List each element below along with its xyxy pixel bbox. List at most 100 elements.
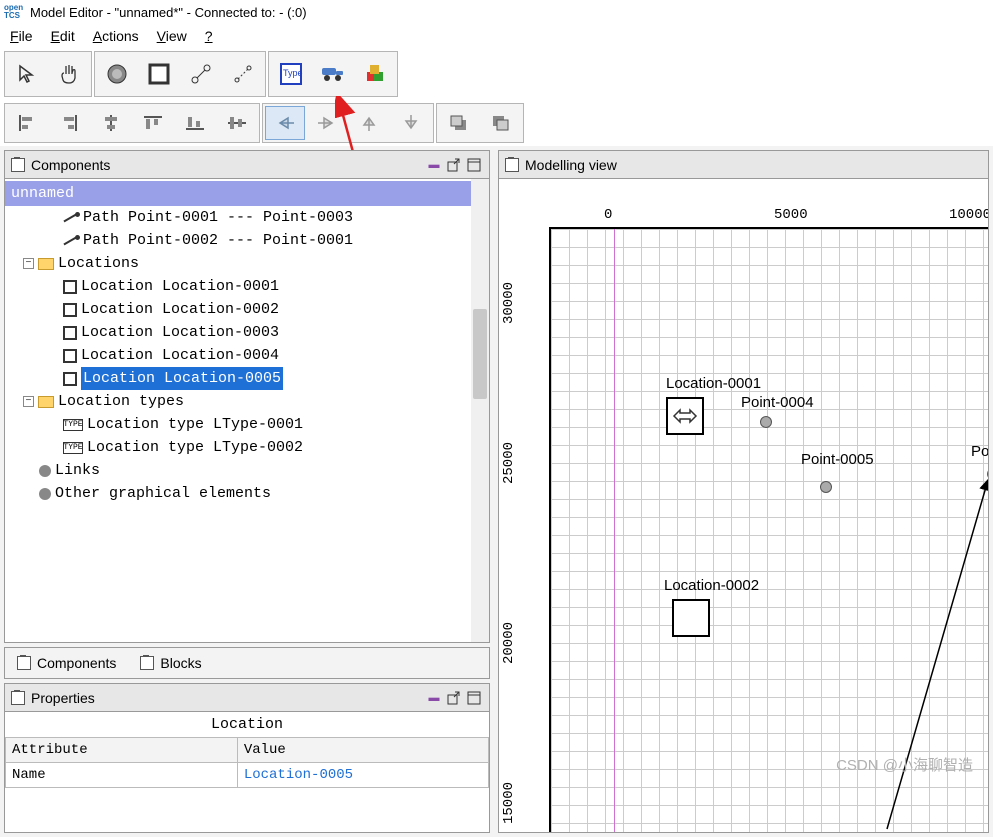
properties-title: Properties bbox=[31, 690, 425, 706]
tree-location-item[interactable]: Location Location-0001 bbox=[5, 275, 489, 298]
panel-maximize-icon[interactable] bbox=[465, 157, 483, 173]
location-icon bbox=[63, 349, 77, 363]
components-title: Components bbox=[31, 157, 425, 173]
window-title: Model Editor - "unnamed*" - Connected to… bbox=[30, 5, 307, 20]
location-icon bbox=[63, 303, 77, 317]
tree-location-item[interactable]: Location Location-0004 bbox=[5, 344, 489, 367]
move-left[interactable] bbox=[265, 106, 305, 140]
tree-location-item[interactable]: Location Location-0003 bbox=[5, 321, 489, 344]
modelling-panel: Modelling view 0 5000 10000 30000 25000 … bbox=[498, 150, 989, 833]
point-node[interactable] bbox=[987, 468, 988, 480]
panel-minimize-icon[interactable]: ▬ bbox=[425, 690, 443, 706]
align-hcenter[interactable] bbox=[91, 106, 131, 140]
bring-front[interactable] bbox=[439, 106, 479, 140]
toolbar-row-1: Type bbox=[0, 48, 993, 100]
tab-components[interactable]: Components bbox=[9, 651, 124, 675]
properties-panel: Properties ▬ Location AttributeValue Nam… bbox=[4, 683, 490, 833]
menu-actions[interactable]: Actions bbox=[93, 28, 139, 44]
ruler-left: 30000 25000 20000 15000 bbox=[499, 227, 549, 832]
axis-vertical bbox=[614, 229, 615, 832]
menu-help[interactable]: ? bbox=[205, 28, 213, 44]
tree-path-item[interactable]: Path Point-0001 --- Point-0003 bbox=[5, 206, 489, 229]
modelling-canvas[interactable]: 0 5000 10000 30000 25000 20000 15000 Loc… bbox=[499, 179, 988, 832]
tool-location[interactable] bbox=[139, 54, 179, 94]
panel-minimize-icon[interactable]: ▬ bbox=[425, 157, 443, 173]
components-tree[interactable]: unnamed Path Point-0001 --- Point-0003 P… bbox=[5, 179, 489, 642]
menu-file[interactable]: File bbox=[10, 28, 33, 44]
type-icon: TYPE bbox=[63, 442, 83, 454]
tab-blocks[interactable]: Blocks bbox=[132, 651, 209, 675]
node-label: Point-0005 bbox=[801, 451, 874, 468]
tree-path-item[interactable]: Path Point-0002 --- Point-0001 bbox=[5, 229, 489, 252]
send-back[interactable] bbox=[481, 106, 521, 140]
node-label: Point-0004 bbox=[741, 394, 814, 411]
point-node[interactable] bbox=[760, 416, 772, 428]
folder-icon bbox=[38, 258, 54, 270]
gear-icon bbox=[39, 465, 51, 477]
svg-text:Type: Type bbox=[283, 68, 303, 78]
node-label: Location-0001 bbox=[666, 375, 761, 392]
type-icon: TYPE bbox=[63, 419, 83, 431]
tree-other-folder[interactable]: Other graphical elements bbox=[5, 482, 489, 505]
tree-scrollbar[interactable] bbox=[471, 179, 489, 642]
location-node[interactable] bbox=[666, 397, 704, 435]
align-top[interactable] bbox=[133, 106, 173, 140]
tool-type[interactable]: Type bbox=[271, 54, 311, 94]
prop-col-attr: Attribute bbox=[6, 738, 238, 763]
location-icon bbox=[63, 280, 77, 294]
folder-icon bbox=[38, 396, 54, 408]
toolbar-row-2 bbox=[0, 100, 993, 146]
location-icon bbox=[63, 372, 77, 386]
tool-block[interactable] bbox=[355, 54, 395, 94]
tool-path[interactable] bbox=[181, 54, 221, 94]
prop-row[interactable]: NameLocation-0005 bbox=[6, 763, 489, 788]
tool-select[interactable] bbox=[7, 54, 47, 94]
panel-icon bbox=[11, 691, 25, 705]
tool-point[interactable] bbox=[97, 54, 137, 94]
node-label: Location-0002 bbox=[664, 577, 759, 594]
panel-external-icon[interactable] bbox=[445, 157, 463, 173]
gear-icon bbox=[39, 488, 51, 500]
tree-loctype-item[interactable]: TYPELocation type LType-0001 bbox=[5, 413, 489, 436]
modelling-title: Modelling view bbox=[525, 157, 982, 173]
tool-vehicle[interactable] bbox=[313, 54, 353, 94]
collapse-icon[interactable]: − bbox=[23, 258, 34, 269]
tree-loctypes-folder[interactable]: −Location types bbox=[5, 390, 489, 413]
tree-location-item[interactable]: Location Location-0002 bbox=[5, 298, 489, 321]
tree-locations-folder[interactable]: −Locations bbox=[5, 252, 489, 275]
ruler-top: 0 5000 10000 bbox=[549, 207, 988, 227]
menu-edit[interactable]: Edit bbox=[51, 28, 75, 44]
components-panel: Components ▬ unnamed Path Point-0001 ---… bbox=[4, 150, 490, 643]
align-bottom[interactable] bbox=[175, 106, 215, 140]
menu-view[interactable]: View bbox=[157, 28, 187, 44]
panel-icon bbox=[505, 158, 519, 172]
location-node[interactable] bbox=[672, 599, 710, 637]
grid-area[interactable]: Location-0001 Point-0004 Point-0005 Poin… bbox=[549, 227, 988, 832]
tool-link[interactable] bbox=[223, 54, 263, 94]
canvas-edges bbox=[551, 229, 988, 832]
prop-col-val: Value bbox=[237, 738, 488, 763]
align-vcenter[interactable] bbox=[217, 106, 257, 140]
tree-links-folder[interactable]: Links bbox=[5, 459, 489, 482]
panel-external-icon[interactable] bbox=[445, 690, 463, 706]
location-icon bbox=[63, 326, 77, 340]
node-label: Point bbox=[971, 443, 988, 460]
tool-pan[interactable] bbox=[49, 54, 89, 94]
align-right[interactable] bbox=[49, 106, 89, 140]
tree-location-item[interactable]: Location Location-0005 bbox=[5, 367, 489, 390]
panel-icon bbox=[17, 656, 31, 670]
point-node[interactable] bbox=[820, 481, 832, 493]
properties-subtitle: Location bbox=[5, 712, 489, 737]
panel-maximize-icon[interactable] bbox=[465, 690, 483, 706]
panel-icon bbox=[140, 656, 154, 670]
panel-icon bbox=[11, 158, 25, 172]
left-tabs: Components Blocks bbox=[4, 647, 490, 679]
watermark: CSDN @小海聊智造 bbox=[836, 754, 973, 775]
path-icon bbox=[63, 235, 79, 247]
move-down[interactable] bbox=[391, 106, 431, 140]
properties-table: AttributeValue NameLocation-0005 bbox=[5, 737, 489, 788]
align-left[interactable] bbox=[7, 106, 47, 140]
tree-model-name[interactable]: unnamed bbox=[5, 181, 489, 206]
collapse-icon[interactable]: − bbox=[23, 396, 34, 407]
tree-loctype-item[interactable]: TYPELocation type LType-0002 bbox=[5, 436, 489, 459]
